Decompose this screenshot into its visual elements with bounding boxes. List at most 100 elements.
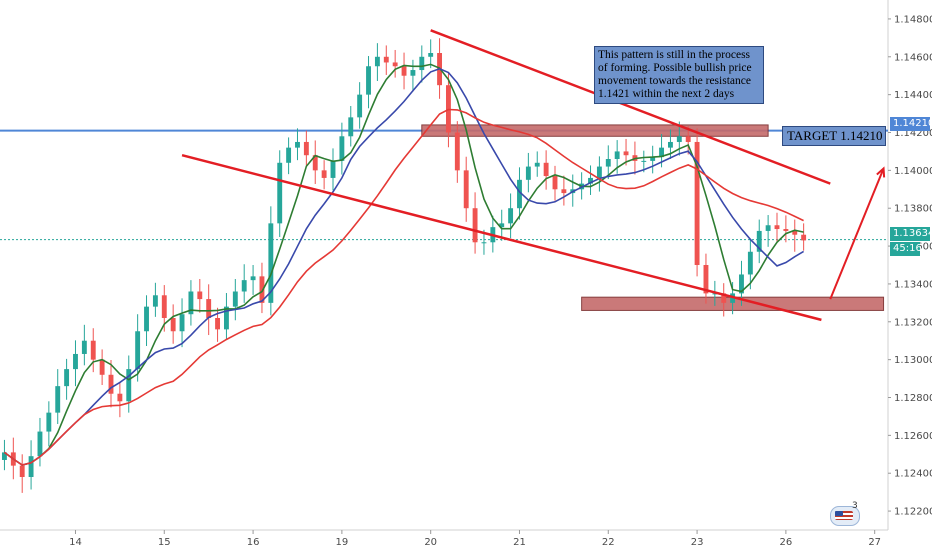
resistance-zone [421,124,769,137]
x-tick-label: 15 [158,537,171,548]
candle-body [765,225,771,231]
flag-canton [835,511,843,516]
candle-body [108,374,114,394]
candle-body [64,369,70,387]
candle-body [454,132,460,171]
candle-body [783,229,789,231]
candle-body [517,179,522,209]
candle-body [366,66,371,95]
candle-body [1,452,7,460]
candle-body [73,353,78,370]
y-tick-label: 1.14600 [894,52,932,63]
candle-body [472,208,478,243]
candle-body [206,299,212,318]
candle-body [99,359,105,375]
lower-trendline [181,154,822,322]
x-tick-label: 16 [247,537,260,548]
candle-body [197,291,203,300]
candle-body [534,162,540,167]
candle-body [756,230,762,252]
y-tick-label: 1.12400 [894,469,932,480]
projection-arrow-line [829,168,885,300]
candle-body [774,225,780,230]
candle-body [499,223,505,228]
candle-body [312,155,318,171]
x-tick-label: 19 [336,537,349,548]
candle-body [747,251,753,275]
y-tick-label: 1.13800 [894,204,932,215]
candle-body [659,147,665,158]
candle-body [561,189,567,194]
projection-arrow-head [876,166,886,178]
candle-body [188,291,194,315]
x-tick-label: 23 [691,537,704,548]
candle-body [508,208,514,224]
candle-body [641,160,647,162]
candle-body [232,291,238,307]
y-tick-label: 1.13200 [894,317,932,328]
candle-body [739,274,744,294]
candle-body [90,340,96,360]
candle-body [650,157,656,161]
candle-body [419,56,425,71]
candle-body [161,295,167,318]
candle-body [374,56,380,67]
y-tick-label: 1.13000 [894,355,932,366]
y-tick-label: 1.12600 [894,431,932,442]
candle-body [55,386,61,413]
candle-body [392,62,398,67]
candle-body [428,53,434,57]
candle-body [135,331,141,370]
candle-body [712,293,718,295]
candle-body [126,369,132,402]
us-flag-icon[interactable] [830,506,860,526]
candle-body [250,276,256,281]
candle-body [685,136,691,142]
candle-timer-tag: 45:16 [890,242,922,256]
candle-body [339,136,345,161]
candle-body [383,56,389,63]
upper-trendline [430,29,831,185]
resistance-price-tag: 1.14210 [890,117,932,131]
candle-body [614,151,620,159]
candle-body [215,318,221,330]
candle-body [170,318,176,332]
x-tick-label: 22 [602,537,615,548]
y-tick-label: 1.14000 [894,166,932,177]
y-tick-label: 1.12800 [894,393,932,404]
candle-body [588,177,593,184]
moving-average-line [3,63,804,466]
candle-body [330,160,336,178]
candle-body [703,265,709,294]
x-tick-label: 27 [868,537,881,548]
candle-body [28,456,34,477]
x-tick-label: 21 [513,537,526,548]
candle-body [721,293,727,303]
candle-body [792,230,798,235]
candle-body [37,431,43,457]
target-label: TARGET 1.14210 [782,126,886,146]
y-tick-label: 1.13400 [894,279,932,290]
candle-body [179,314,185,332]
candle-body [277,162,283,224]
y-tick-label: 1.14800 [894,14,932,25]
x-tick-label: 14 [69,537,82,548]
candle-body [241,280,247,292]
candle-body [463,170,469,209]
candle-body [286,147,292,163]
candle-body [223,306,229,330]
candle-body [295,141,300,148]
candle-body [144,306,149,332]
candle-body [667,141,673,148]
flag-stripes [835,511,853,520]
moving-average-line [3,67,805,466]
candle-body [117,393,123,402]
candle-body [321,170,327,178]
candle-body [268,223,274,303]
candle-body [543,162,549,177]
candle-body [676,136,682,142]
y-tick-label: 1.14200 [894,128,932,139]
candle-body [357,94,363,118]
candle-body [605,159,611,167]
